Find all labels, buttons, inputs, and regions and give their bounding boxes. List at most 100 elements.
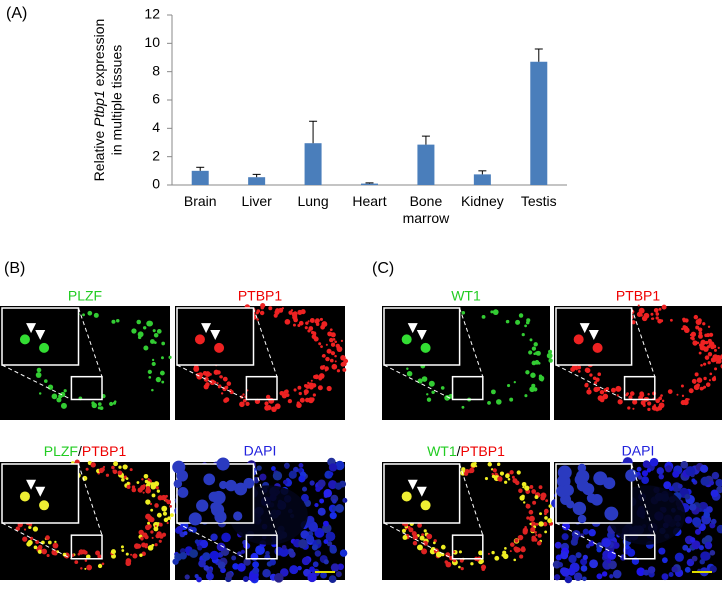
nucleus	[189, 549, 198, 558]
nucleus	[658, 473, 664, 480]
signal	[597, 372, 602, 377]
signal	[658, 396, 662, 401]
y-tick-label: 6	[152, 91, 160, 107]
nucleus	[209, 550, 219, 561]
signal	[411, 531, 417, 537]
signal	[144, 534, 149, 540]
signal	[131, 487, 137, 493]
signal	[504, 547, 507, 550]
signal	[154, 525, 157, 528]
x-tick-label: Brain	[183, 193, 217, 209]
inset-nucleus	[173, 479, 183, 489]
nucleus	[674, 552, 684, 562]
signal	[585, 367, 591, 374]
signal	[697, 327, 703, 332]
signal	[284, 318, 291, 325]
bar	[361, 183, 378, 185]
signal	[33, 545, 38, 550]
inset-nucleus	[562, 484, 574, 497]
signal	[155, 376, 162, 383]
panel-label: (A)	[6, 5, 27, 22]
signal	[150, 339, 155, 344]
signal	[334, 360, 337, 363]
signal	[510, 542, 515, 547]
bar	[473, 174, 491, 185]
signal	[146, 481, 151, 486]
nucleus	[221, 532, 231, 543]
nucleus	[339, 549, 348, 557]
signal	[15, 526, 21, 531]
signal	[326, 348, 332, 354]
signal	[149, 517, 155, 523]
signal	[101, 562, 105, 566]
image-label: DAPI	[244, 443, 277, 459]
signal	[516, 470, 521, 475]
nucleus	[335, 571, 342, 578]
signal	[616, 394, 619, 397]
signal	[696, 319, 701, 325]
signal	[304, 326, 308, 330]
nucleus	[582, 576, 587, 582]
signal	[661, 399, 665, 403]
signal	[160, 356, 164, 360]
signal	[334, 354, 337, 358]
y-tick-label: 2	[152, 147, 160, 163]
signal	[440, 386, 445, 390]
signal	[121, 478, 125, 482]
signal	[469, 467, 475, 474]
inset-nucleus	[188, 512, 202, 526]
signal	[151, 388, 154, 392]
signal	[570, 366, 576, 372]
signal	[136, 319, 142, 325]
signal	[148, 376, 152, 379]
y-tick-label: 0	[152, 176, 160, 192]
signal	[509, 397, 514, 402]
signal	[492, 309, 499, 316]
nucleus	[320, 571, 328, 579]
nucleus	[216, 542, 226, 552]
signal	[299, 397, 305, 403]
signal	[406, 370, 413, 377]
nucleus	[686, 558, 695, 567]
signal	[530, 526, 536, 533]
signal	[293, 388, 297, 392]
nucleus	[573, 572, 583, 581]
arrowhead	[201, 323, 212, 334]
signal	[682, 317, 686, 322]
signal	[60, 391, 66, 398]
signal	[490, 389, 496, 395]
signal	[156, 512, 162, 518]
inset-signal	[420, 342, 431, 353]
nucleus	[564, 575, 573, 584]
signal	[98, 467, 104, 474]
signal	[63, 389, 67, 393]
signal	[314, 374, 320, 380]
nucleus	[311, 544, 319, 551]
signal	[491, 550, 495, 555]
signal	[298, 391, 302, 396]
nucleus	[612, 569, 622, 579]
y-tick-label: 4	[152, 119, 160, 135]
signal	[74, 560, 79, 565]
nucleus	[210, 533, 218, 541]
nucleus	[255, 545, 265, 555]
nucleus	[317, 479, 326, 488]
bar	[417, 144, 435, 185]
signal	[37, 549, 42, 554]
inset-signal	[401, 334, 412, 345]
signal	[629, 391, 635, 396]
signal	[533, 538, 538, 542]
signal	[286, 319, 289, 322]
nucleus	[643, 569, 650, 576]
signal	[708, 341, 715, 348]
signal	[709, 372, 713, 376]
signal	[336, 346, 343, 353]
signal	[327, 331, 333, 337]
signal	[329, 358, 334, 363]
signal	[535, 351, 539, 356]
signal	[203, 384, 209, 390]
signal	[529, 338, 533, 342]
nucleus	[642, 460, 651, 468]
signal	[534, 531, 537, 534]
inset-nucleus	[625, 469, 638, 482]
